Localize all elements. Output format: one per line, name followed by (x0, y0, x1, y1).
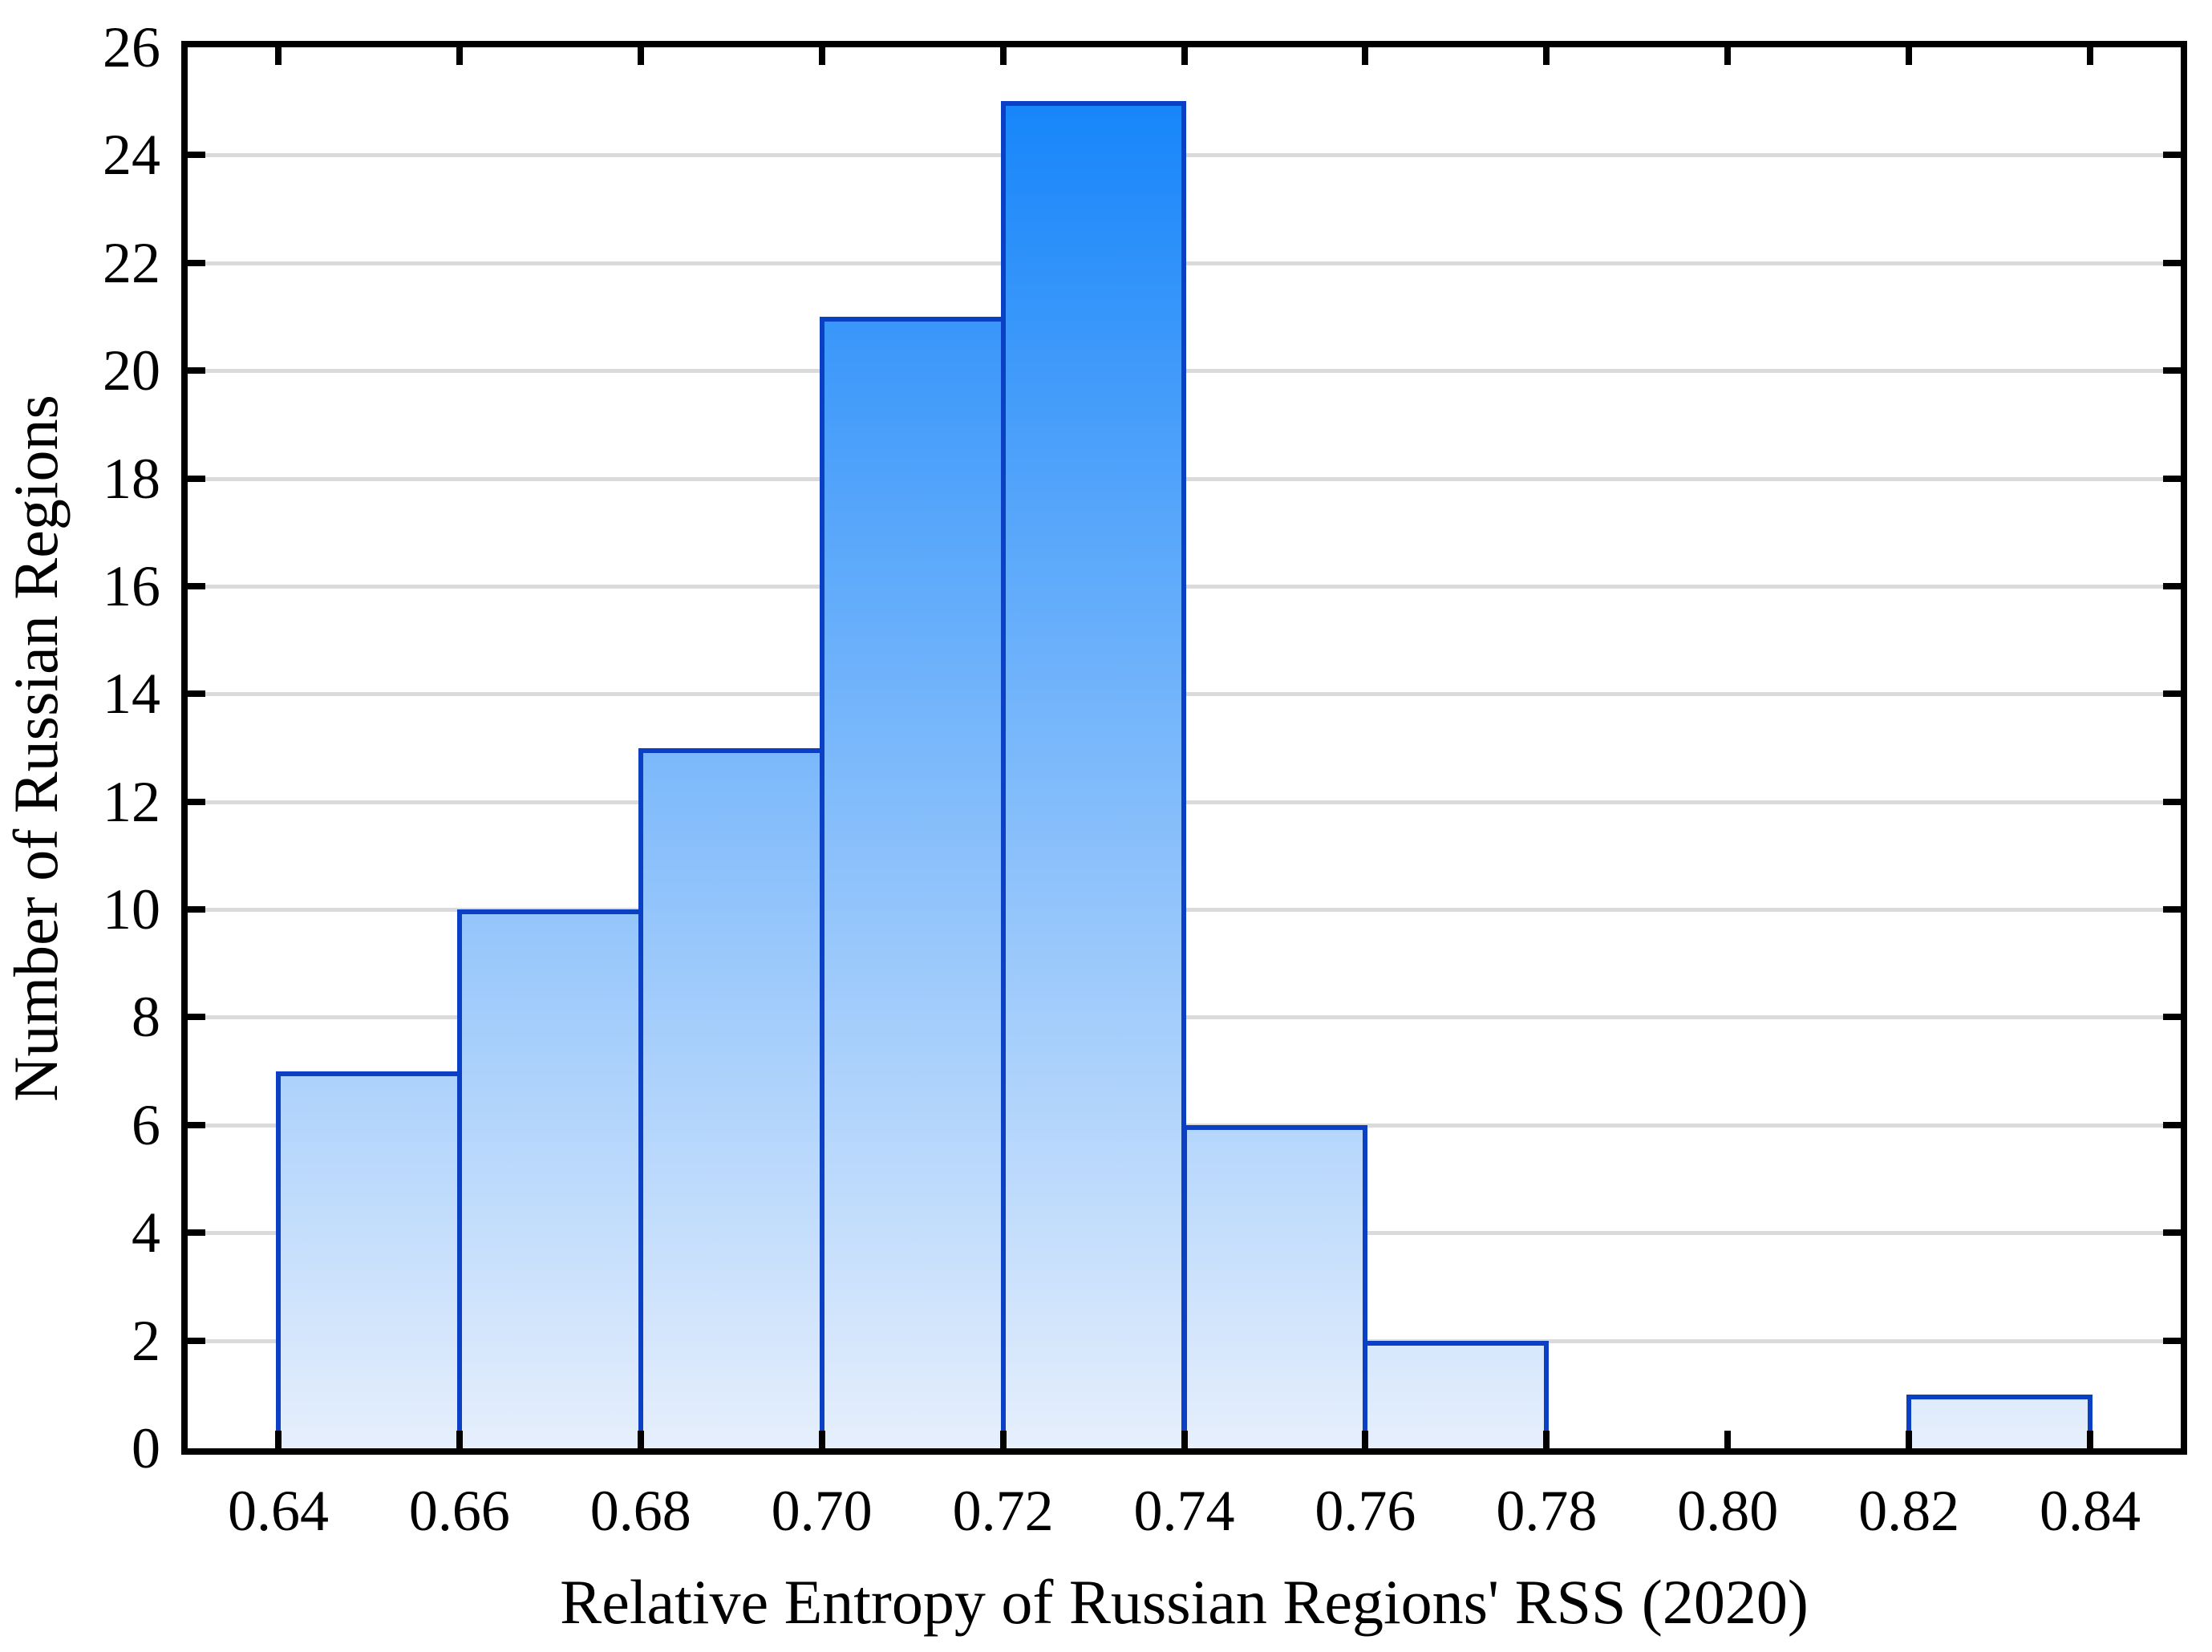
x-tick-label-0.70: 0.70 (771, 1479, 873, 1543)
x-axis-tick-bottom-0.70 (818, 1431, 825, 1448)
plot-area (181, 41, 2187, 1455)
y-tick-label-14: 14 (103, 662, 160, 727)
y-axis-tick-left-14 (188, 690, 205, 698)
x-axis-tick-top-0.84 (2087, 47, 2094, 65)
y-axis-tick-left-16 (188, 582, 205, 589)
histogram-bar-0.64-0.66 (275, 1071, 462, 1448)
y-tick-label-22: 22 (103, 230, 160, 295)
histogram-bar-0.72-0.74 (1000, 101, 1187, 1448)
y-tick-label-4: 4 (132, 1201, 160, 1265)
x-axis-tick-top-0.64 (274, 47, 282, 65)
y-tick-label-0: 0 (132, 1416, 160, 1480)
x-axis-tick-top-0.82 (1906, 47, 1913, 65)
y-axis-tick-left-10 (188, 906, 205, 913)
y-axis-tick-right-22 (2163, 259, 2181, 266)
x-tick-label-0.82: 0.82 (1858, 1479, 1960, 1543)
y-axis-tick-right-8 (2163, 1014, 2181, 1021)
x-tick-label-0.84: 0.84 (2040, 1479, 2141, 1543)
y-axis-tick-right-2 (2163, 1337, 2181, 1344)
x-axis-tick-bottom-0.66 (456, 1431, 463, 1448)
x-axis-tick-bottom-0.64 (274, 1431, 282, 1448)
y-axis-tick-right-24 (2163, 152, 2181, 159)
y-axis-tick-left-6 (188, 1121, 205, 1128)
y-tick-label-20: 20 (103, 338, 160, 403)
x-axis-tick-top-0.74 (1181, 47, 1188, 65)
x-axis-tick-bottom-0.76 (1362, 1431, 1369, 1448)
x-axis-tick-top-0.76 (1362, 47, 1369, 65)
y-tick-label-12: 12 (103, 769, 160, 834)
y-axis-tick-left-2 (188, 1337, 205, 1344)
y-axis-tick-right-14 (2163, 690, 2181, 698)
y-axis-tick-left-22 (188, 259, 205, 266)
y-tick-label-2: 2 (132, 1308, 160, 1373)
y-tick-label-18: 18 (103, 446, 160, 511)
histogram-bar-0.74-0.76 (1181, 1124, 1368, 1448)
y-axis-tick-left-18 (188, 475, 205, 482)
histogram-bar-0.66-0.68 (456, 909, 643, 1448)
x-tick-label-0.78: 0.78 (1496, 1479, 1598, 1543)
x-axis-tick-bottom-0.68 (637, 1431, 644, 1448)
x-tick-label-0.76: 0.76 (1315, 1479, 1416, 1543)
x-axis-tick-bottom-0.74 (1181, 1431, 1188, 1448)
x-axis-tick-top-0.66 (456, 47, 463, 65)
x-axis-tick-bottom-0.78 (1543, 1431, 1550, 1448)
y-axis-tick-left-24 (188, 152, 205, 159)
y-axis-tick-left-4 (188, 1229, 205, 1237)
y-axis-tick-right-6 (2163, 1121, 2181, 1128)
x-axis-tick-top-0.78 (1543, 47, 1550, 65)
x-tick-label-0.64: 0.64 (227, 1479, 329, 1543)
x-axis-tick-top-0.80 (1724, 47, 1732, 65)
x-tick-label-0.66: 0.66 (408, 1479, 510, 1543)
y-axis-tick-right-18 (2163, 475, 2181, 482)
x-axis-tick-bottom-0.72 (999, 1431, 1007, 1448)
histogram-bar-0.68-0.7 (638, 747, 824, 1448)
y-axis-tick-left-12 (188, 798, 205, 805)
x-tick-label-0.74: 0.74 (1133, 1479, 1235, 1543)
y-axis-tick-left-8 (188, 1014, 205, 1021)
y-axis-tick-right-10 (2163, 906, 2181, 913)
y-axis-tick-right-4 (2163, 1229, 2181, 1237)
y-tick-label-26: 26 (103, 15, 160, 79)
x-tick-label-0.80: 0.80 (1677, 1479, 1779, 1543)
x-axis-tick-top-0.70 (818, 47, 825, 65)
y-tick-label-16: 16 (103, 553, 160, 618)
x-tick-label-0.72: 0.72 (952, 1479, 1054, 1543)
y-tick-label-10: 10 (103, 877, 160, 942)
histogram-bar-0.7-0.72 (819, 316, 1006, 1448)
x-tick-label-0.68: 0.68 (589, 1479, 691, 1543)
y-tick-label-8: 8 (132, 985, 160, 1050)
y-tick-label-6: 6 (132, 1092, 160, 1157)
histogram-bar-0.82-0.84 (1906, 1394, 2093, 1448)
x-axis-tick-bottom-0.84 (2087, 1431, 2094, 1448)
y-axis-tick-left-20 (188, 367, 205, 375)
x-axis-tick-top-0.68 (637, 47, 644, 65)
x-axis-tick-bottom-0.82 (1906, 1431, 1913, 1448)
x-axis-tick-top-0.72 (999, 47, 1007, 65)
y-tick-label-24: 24 (103, 123, 160, 188)
x-axis-tick-bottom-0.80 (1724, 1431, 1732, 1448)
histogram-bar-0.76-0.78 (1363, 1340, 1550, 1448)
x-axis-title: Relative Entropy of Russian Regions' RSS… (560, 1567, 1809, 1637)
y-axis-tick-right-12 (2163, 798, 2181, 805)
y-axis-tick-right-20 (2163, 367, 2181, 375)
y-axis-tick-right-16 (2163, 582, 2181, 589)
